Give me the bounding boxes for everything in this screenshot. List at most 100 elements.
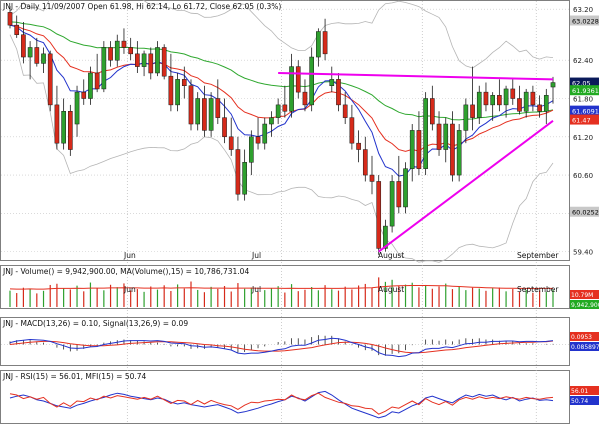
candle-body xyxy=(128,47,133,55)
macd-flag-label: 0.0953 xyxy=(571,334,592,341)
volume-month-label-jun: Jun xyxy=(123,285,136,294)
trendline-1 xyxy=(278,71,554,81)
macd-lines xyxy=(1,335,569,358)
rsi-lines xyxy=(9,390,554,419)
month-label-jun: Jun xyxy=(123,251,136,260)
candle-body xyxy=(161,47,167,77)
candle-body xyxy=(54,104,60,144)
candle-body xyxy=(101,47,107,90)
candle-body xyxy=(41,53,46,64)
candle-body xyxy=(81,91,87,99)
rsi-panel-frame xyxy=(0,370,570,424)
panel-flags: 10.79M 9,942,900 0.0953 0.085897 56.01 50.74 xyxy=(570,290,600,405)
volume-flag-label: 10.79M xyxy=(571,292,593,299)
candle-body xyxy=(262,123,268,144)
candle-body xyxy=(416,130,422,169)
candle-body xyxy=(275,104,281,118)
bollinger-upper-line xyxy=(9,0,554,69)
candle-body xyxy=(135,53,140,67)
candle-body xyxy=(389,181,395,227)
candle-body xyxy=(88,72,93,99)
mfi-line xyxy=(9,390,554,419)
price-value-flag xyxy=(570,15,599,26)
candle-body xyxy=(242,162,247,195)
rsi-line xyxy=(9,392,554,415)
candle-body xyxy=(550,82,556,88)
macd-panel-frame xyxy=(0,317,570,366)
candle-body xyxy=(510,88,516,99)
price-value-flag-label: 61.6091 xyxy=(572,108,599,116)
candle-body xyxy=(430,98,435,125)
candle-body xyxy=(215,98,221,118)
candle-body xyxy=(14,24,20,35)
candle-body xyxy=(34,47,40,64)
price-tick-label: 61.80 xyxy=(573,96,593,104)
price-panel-frame xyxy=(0,0,570,261)
candle-body xyxy=(282,104,288,112)
candle-body xyxy=(7,12,13,26)
price-tick-label: 61.20 xyxy=(573,134,593,142)
price-value-flag xyxy=(570,114,599,125)
candle-body xyxy=(289,66,294,112)
candle-body xyxy=(523,91,529,112)
volume-flag xyxy=(570,290,599,299)
candle-body xyxy=(74,91,80,125)
candle-body xyxy=(148,53,154,74)
price-value-flag xyxy=(570,105,599,116)
volume-panel-frame xyxy=(0,265,570,309)
candle-body xyxy=(409,130,415,169)
candle-body xyxy=(497,95,502,106)
candle-body xyxy=(61,111,66,144)
candle-body xyxy=(349,117,355,144)
candle-body xyxy=(208,98,214,131)
candle-body xyxy=(181,79,187,86)
rsi-flag xyxy=(570,386,599,395)
candle-body xyxy=(302,91,308,106)
candle-body xyxy=(483,91,489,106)
macd-flag-label: 0.085897 xyxy=(571,344,600,351)
trendlines xyxy=(278,71,554,253)
candle-body xyxy=(114,40,120,61)
candle-body xyxy=(141,53,147,67)
price-overlays xyxy=(9,0,554,263)
price-value-flag xyxy=(570,206,599,217)
candle-body xyxy=(121,40,127,48)
candle-body xyxy=(269,117,274,125)
month-grid xyxy=(126,1,537,423)
volume-panel-title: JNJ - Volume() = 9,942,900.00, MA(Volume… xyxy=(2,267,249,276)
volume-flag-label: 9,942,900 xyxy=(571,302,600,309)
macd-flag xyxy=(570,342,599,351)
price-tick-label: 63.20 xyxy=(573,6,593,14)
volume-month-label-jul: Jul xyxy=(251,285,261,294)
trendline-0 xyxy=(378,120,554,253)
rsi-flag-label: 56.01 xyxy=(571,388,588,395)
price-value-flag-label: 62.05 xyxy=(572,80,591,88)
candle-body xyxy=(228,136,234,150)
price-panel-title: JNJ - Daily 11/09/2007 Open 61.98, Hi 62… xyxy=(2,2,281,11)
candle-body xyxy=(255,136,261,144)
candle-body xyxy=(463,104,469,131)
volume-month-label-september: September xyxy=(517,285,559,294)
macd-panel-title: JNJ - MACD(13,26) = 0.10, Signal(13,26,9… xyxy=(2,319,188,328)
candle-body xyxy=(47,53,53,106)
price-value-flag-label: 63.0228 xyxy=(572,17,599,25)
price-value-flag-label: 61.47 xyxy=(572,117,591,125)
candle-body xyxy=(322,31,328,55)
candle-body xyxy=(530,91,536,106)
candle-body xyxy=(249,136,254,163)
candle-body xyxy=(342,104,348,118)
candle-body xyxy=(517,98,522,112)
price-tick-label: 62.40 xyxy=(573,57,593,65)
candle-body xyxy=(476,91,482,118)
candle-body xyxy=(490,95,495,106)
price-tick-label: 60.60 xyxy=(573,172,593,180)
candle-body xyxy=(21,34,26,58)
candle-body xyxy=(356,142,361,150)
volume-month-label-august: August xyxy=(378,285,404,294)
price-value-flag-label: 60.0252 xyxy=(572,209,599,217)
price-tick-label: 59.40 xyxy=(573,249,593,257)
candle-body xyxy=(202,98,207,131)
